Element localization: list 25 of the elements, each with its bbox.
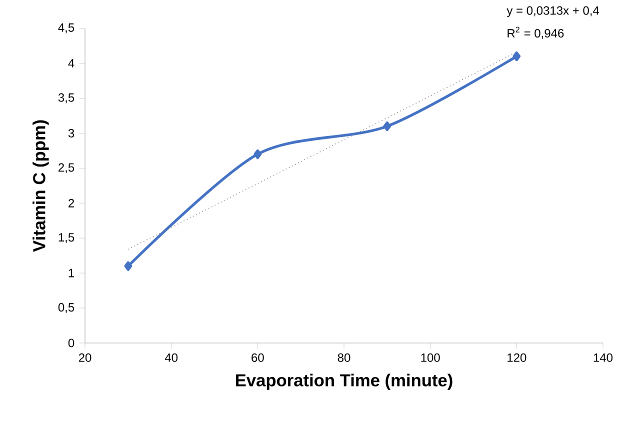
y-tick-label: 4,5 — [58, 23, 74, 34]
y-tick-label: 3,5 — [58, 93, 74, 104]
y-tick-label: 2,5 — [58, 163, 74, 174]
y-tick-label: 0,5 — [58, 303, 74, 313]
x-tick-label: 140 — [594, 353, 613, 362]
x-tick-label: 20 — [78, 353, 92, 362]
x-tick-label: 80 — [338, 353, 350, 362]
x-tick-label: 120 — [508, 353, 526, 362]
point — [124, 261, 132, 271]
point — [512, 51, 521, 62]
text: y = 0,0313x + 0,4 — [506, 6, 600, 18]
y-tick-label: 1 — [68, 268, 74, 278]
annotation: R$^{2}$ = 0,946 — [508, 26, 564, 39]
y-tick-label: 0 — [68, 338, 74, 348]
point — [383, 121, 392, 132]
x-tick-label: 100 — [421, 353, 440, 362]
x-tick-label: 60 — [252, 353, 264, 362]
y-tick-label: 4 — [68, 59, 74, 68]
point — [254, 149, 262, 159]
y-tick-label: 2 — [68, 198, 74, 208]
y-tick-label: 1,5 — [58, 233, 74, 243]
x-tick-label: 40 — [164, 353, 178, 362]
x-axis-title: Evaporation Time (minute) — [236, 374, 452, 390]
y-axis-title: Vitamin C (ppm) — [32, 120, 49, 252]
y-tick-label: 3 — [68, 128, 74, 138]
